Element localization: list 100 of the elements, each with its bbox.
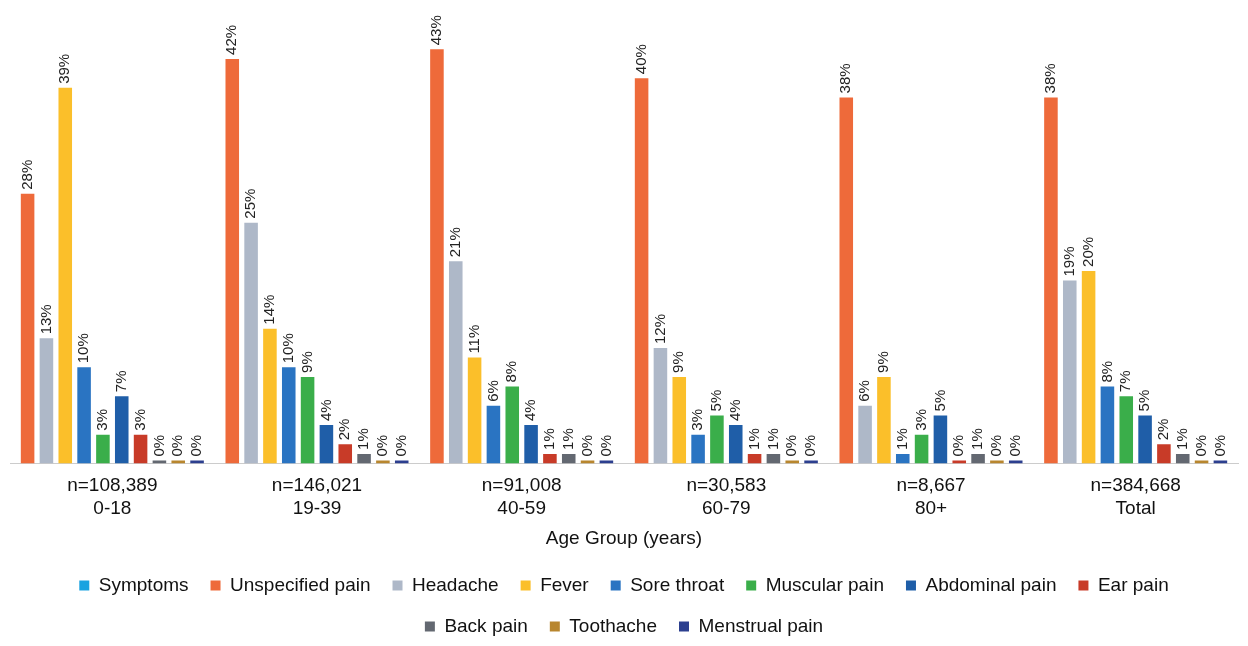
data-label: 0% bbox=[577, 434, 595, 457]
bar bbox=[895, 453, 910, 464]
legend-label: Ear pain bbox=[1097, 573, 1169, 595]
data-label: 0% bbox=[596, 434, 614, 457]
data-label: 0% bbox=[987, 434, 1005, 457]
data-label: 0% bbox=[949, 434, 967, 457]
data-label: 0% bbox=[782, 434, 800, 457]
x-tick-label: n=384,668 Total bbox=[1090, 474, 1181, 519]
data-label: 38% bbox=[836, 63, 854, 94]
bar bbox=[300, 376, 315, 464]
x-tick-label: n=108,389 0-18 bbox=[67, 474, 158, 519]
bar bbox=[58, 87, 73, 464]
bar bbox=[561, 453, 576, 464]
bar bbox=[448, 261, 463, 464]
data-label: 12% bbox=[650, 313, 668, 344]
bar bbox=[114, 396, 129, 464]
bar bbox=[839, 97, 854, 464]
bar bbox=[634, 78, 649, 464]
data-label: 4% bbox=[521, 399, 539, 422]
data-label: 9% bbox=[669, 351, 687, 373]
data-label: 25% bbox=[241, 188, 259, 219]
x-tick-label: n=8,667 80+ bbox=[896, 474, 966, 519]
data-label: 1% bbox=[892, 428, 910, 450]
legend-label: Menstrual pain bbox=[698, 614, 824, 636]
bar bbox=[338, 444, 353, 464]
data-label: 3% bbox=[688, 409, 706, 431]
data-label: 0% bbox=[1005, 434, 1023, 457]
data-label: 28% bbox=[17, 159, 35, 190]
data-label: 8% bbox=[502, 360, 520, 383]
data-label: 42% bbox=[222, 24, 240, 55]
x-tick-label: n=146,021 19-39 bbox=[271, 474, 363, 519]
data-label: 39% bbox=[55, 53, 73, 84]
data-label: 0% bbox=[801, 434, 819, 457]
bar bbox=[971, 453, 985, 464]
bar bbox=[77, 367, 91, 464]
bar bbox=[672, 376, 687, 464]
bar bbox=[877, 376, 891, 464]
bar bbox=[1119, 396, 1134, 464]
data-label: 5% bbox=[930, 389, 948, 412]
bar bbox=[858, 405, 872, 464]
data-label: 5% bbox=[1135, 389, 1153, 412]
bar bbox=[1175, 453, 1190, 464]
data-label: 2% bbox=[1154, 418, 1172, 441]
data-label: 0% bbox=[373, 434, 391, 457]
data-label: 21% bbox=[445, 227, 463, 258]
data-label: 20% bbox=[1078, 236, 1096, 267]
bar bbox=[39, 338, 54, 464]
data-label: 4% bbox=[725, 399, 743, 422]
data-label: 1% bbox=[558, 428, 576, 450]
bar bbox=[486, 405, 501, 464]
data-label: 5% bbox=[707, 389, 725, 412]
bar bbox=[505, 386, 520, 464]
legend-label: Unspecified pain bbox=[230, 573, 371, 595]
bar bbox=[653, 347, 668, 464]
bar bbox=[933, 415, 948, 464]
data-label: 9% bbox=[874, 351, 892, 373]
data-label: 1% bbox=[968, 428, 986, 450]
data-label: 6% bbox=[483, 380, 501, 402]
legend-label: Headache bbox=[412, 573, 499, 595]
data-label: 1% bbox=[763, 428, 781, 450]
data-label: 1% bbox=[1172, 428, 1190, 450]
bar bbox=[543, 453, 557, 464]
data-label: 9% bbox=[297, 351, 315, 373]
data-label: 1% bbox=[540, 428, 558, 450]
data-label: 1% bbox=[354, 428, 372, 450]
data-label: 0% bbox=[391, 434, 409, 457]
bar bbox=[430, 49, 444, 464]
legend-label: Back pain bbox=[444, 614, 528, 636]
x-tick-label: n=30,583 60-79 bbox=[686, 474, 767, 519]
legend-label: Sore throat bbox=[630, 573, 725, 595]
bar bbox=[1100, 386, 1115, 464]
bar bbox=[914, 434, 929, 464]
bar bbox=[244, 222, 258, 464]
legend-label: Fever bbox=[540, 573, 590, 595]
data-label: 0% bbox=[187, 434, 205, 457]
data-label: 6% bbox=[855, 380, 873, 402]
data-label: 0% bbox=[149, 434, 167, 457]
bar bbox=[133, 434, 148, 464]
bar bbox=[467, 357, 482, 464]
bar bbox=[357, 453, 371, 464]
bar bbox=[20, 193, 35, 464]
legend-label: Toothache bbox=[569, 614, 658, 636]
x-tick-label: n=91,008 40-59 bbox=[481, 474, 562, 519]
data-label: 8% bbox=[1097, 360, 1115, 383]
data-label: 19% bbox=[1059, 246, 1077, 277]
data-label: 40% bbox=[631, 44, 649, 75]
data-label: 43% bbox=[427, 15, 445, 46]
bar bbox=[728, 425, 743, 464]
data-label: 4% bbox=[316, 399, 334, 422]
legend-label: Abdominal pain bbox=[925, 573, 1057, 595]
data-label: 3% bbox=[130, 409, 148, 431]
bar bbox=[263, 328, 277, 464]
legend-label: Muscular pain bbox=[765, 573, 884, 595]
bar bbox=[1062, 280, 1077, 464]
bar bbox=[1044, 97, 1058, 464]
bar bbox=[96, 434, 110, 464]
data-label: 2% bbox=[335, 418, 353, 441]
data-label: 10% bbox=[278, 333, 296, 364]
data-label: 0% bbox=[1191, 434, 1209, 457]
data-label: 13% bbox=[36, 304, 54, 335]
